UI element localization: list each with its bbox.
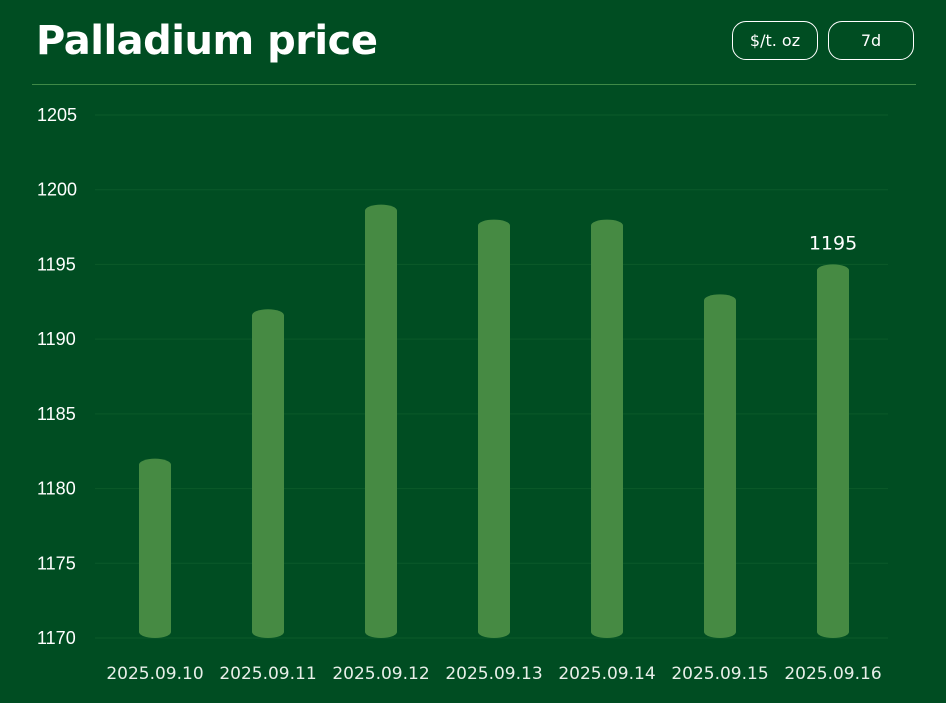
x-tick-label: 2025.09.12 [332,664,429,684]
x-tick-label: 2025.09.14 [558,664,655,684]
chart-controls: $/t. oz 7d [732,21,914,60]
y-axis-ticks: 1170 1175 1180 1185 1190 1195 1200 1205 [37,105,77,648]
unit-selector-button[interactable]: $/t. oz [732,21,818,60]
y-tick-label: 1185 [37,404,76,424]
bar[interactable] [817,264,849,638]
y-tick-label: 1175 [37,553,76,573]
bars [139,204,849,638]
bar[interactable] [365,204,397,638]
x-tick-label: 2025.09.11 [219,664,316,684]
bar[interactable] [139,458,171,638]
page-title: Palladium price [36,18,378,64]
y-tick-label: 1200 [37,180,77,200]
y-tick-label: 1195 [37,254,76,274]
x-tick-label: 2025.09.15 [671,664,768,684]
y-tick-label: 1190 [37,329,76,349]
y-tick-label: 1170 [37,628,76,648]
x-tick-label: 2025.09.13 [445,664,542,684]
x-tick-label: 2025.09.10 [106,664,203,684]
range-selector-button[interactable]: 7d [828,21,914,60]
header-divider [32,84,916,85]
annotations: 1195 [809,232,857,254]
bar[interactable] [704,294,736,638]
bar[interactable] [252,309,284,638]
y-tick-label: 1180 [37,479,76,499]
bar[interactable] [591,219,623,638]
data-label: 1195 [809,232,857,254]
x-tick-label: 2025.09.16 [784,664,881,684]
bar[interactable] [478,219,510,638]
x-axis-ticks: 2025.09.10 2025.09.11 2025.09.12 2025.09.13… [106,664,881,684]
y-tick-label: 1205 [37,105,77,125]
